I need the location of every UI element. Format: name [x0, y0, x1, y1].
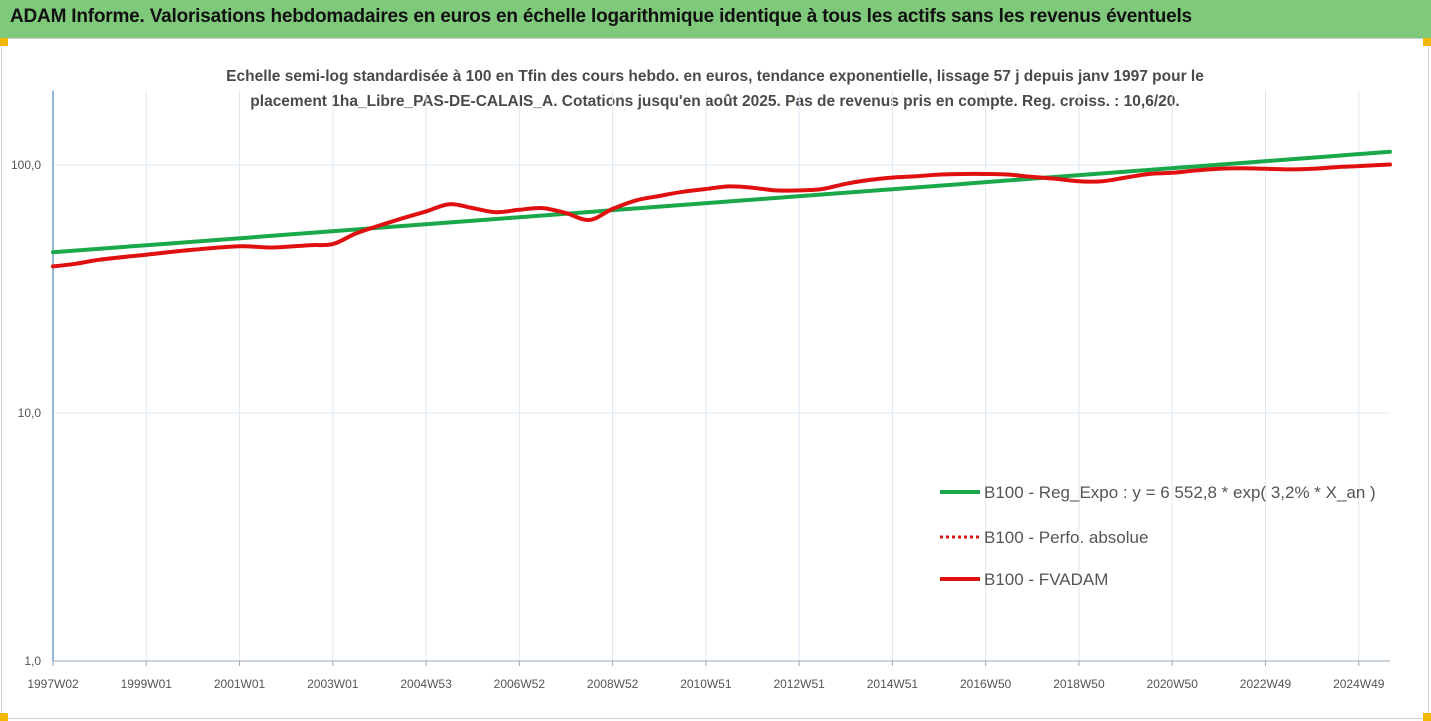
- x-tick-label: 2006W52: [494, 677, 546, 691]
- x-tick-label: 2004W53: [400, 677, 452, 691]
- x-tick-label: 2024W49: [1333, 677, 1385, 691]
- x-tick-label: 2014W51: [867, 677, 919, 691]
- x-tick-label: 2010W51: [680, 677, 732, 691]
- x-tick-label: 2018W50: [1053, 677, 1105, 691]
- y-tick-label: 1,0: [24, 654, 41, 668]
- x-tick-label: 2016W50: [960, 677, 1012, 691]
- report-header: ADAM Informe. Valorisations hebdomadaire…: [0, 0, 1431, 39]
- legend-label: B100 - Reg_Expo : y = 6 552,8 * exp( 3,2…: [984, 483, 1376, 502]
- corner-marker-top-right: [1423, 38, 1431, 46]
- chart-title-line-1: Echelle semi-log standardisée à 100 en T…: [226, 68, 1204, 85]
- x-tick-label: 2022W49: [1240, 677, 1292, 691]
- legend-label: B100 - FVADAM: [984, 570, 1108, 589]
- corner-marker-top-left: [0, 38, 8, 46]
- report-title: ADAM Informe. Valorisations hebdomadaire…: [10, 6, 1192, 27]
- x-tick-label: 2001W01: [214, 677, 266, 691]
- corner-marker-bottom-right: [1423, 713, 1431, 721]
- legend-label: B100 - Perfo. absolue: [984, 528, 1148, 547]
- y-tick-label: 10,0: [18, 406, 42, 420]
- series-line-fvadam: [51, 162, 1392, 269]
- x-tick-label: 2008W52: [587, 677, 639, 691]
- chart-title-line-2: placement 1ha_Libre_PAS-DE-CALAIS_A. Cot…: [250, 93, 1180, 110]
- x-tick-label: 1997W02: [27, 677, 79, 691]
- chart-title: Echelle semi-log standardisée à 100 en T…: [150, 64, 1280, 114]
- y-tick-label: 100,0: [11, 158, 41, 172]
- x-tick-label: 2012W51: [773, 677, 825, 691]
- corner-marker-bottom-left: [0, 713, 8, 721]
- chart-frame: [1, 38, 1429, 719]
- x-tick-label: 1999W01: [121, 677, 173, 691]
- series-line-reg-expo: [51, 149, 1392, 255]
- x-tick-label: 2020W50: [1147, 677, 1199, 691]
- x-tick-label: 2003W01: [307, 677, 359, 691]
